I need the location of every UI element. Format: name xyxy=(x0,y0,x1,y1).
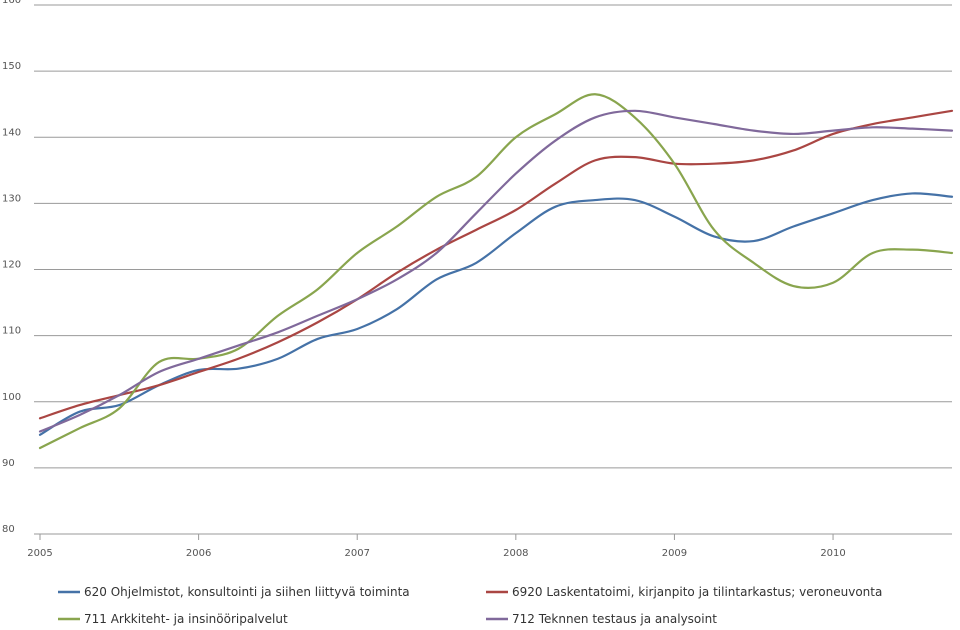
y-tick-label: 150 xyxy=(2,61,21,72)
y-tick-label: 90 xyxy=(2,458,15,469)
series-line-4 xyxy=(38,109,954,433)
x-tick-label: 2009 xyxy=(662,548,687,559)
legend-item: 711 Arkkiteht- ja insinööripalvelut xyxy=(58,612,288,626)
legend: 620 Ohjelmistot, konsultointi ja siihen … xyxy=(58,585,882,626)
y-tick-label: 100 xyxy=(2,392,21,403)
legend-label: 6920 Laskentatoimi, kirjanpito ja tilint… xyxy=(512,585,882,599)
y-tick-label: 140 xyxy=(2,127,21,138)
y-tick-label: 80 xyxy=(2,524,15,535)
y-tick-label: 130 xyxy=(2,193,21,204)
x-tick-label: 2006 xyxy=(186,548,211,559)
y-tick-label: 110 xyxy=(2,326,21,337)
legend-item: 6920 Laskentatoimi, kirjanpito ja tilint… xyxy=(486,585,882,599)
series-line-1 xyxy=(38,192,954,436)
x-tick-label: 2005 xyxy=(27,548,52,559)
axis-layer: 80 90 100 110 120 130 140 150 160 2005 2006 2007 200… xyxy=(2,0,846,559)
legend-label: 712 Teknnen testaus ja analysoint xyxy=(512,612,717,626)
series-line-2 xyxy=(38,109,954,420)
series-line-3 xyxy=(38,93,954,450)
legend-label: 620 Ohjelmistot, konsultointi ja siihen … xyxy=(84,585,410,599)
legend-item: 620 Ohjelmistot, konsultointi ja siihen … xyxy=(58,585,410,599)
grid-layer xyxy=(34,4,952,535)
x-tick-label: 2010 xyxy=(820,548,845,559)
legend-label: 711 Arkkiteht- ja insinööripalvelut xyxy=(84,612,288,626)
x-tick-label: 2007 xyxy=(344,548,369,559)
legend-item: 712 Teknnen testaus ja analysoint xyxy=(486,612,717,626)
y-tick-label: 160 xyxy=(2,0,21,6)
x-tick-label: 2008 xyxy=(503,548,528,559)
series-layer xyxy=(38,93,954,450)
y-tick-label: 120 xyxy=(2,260,21,271)
